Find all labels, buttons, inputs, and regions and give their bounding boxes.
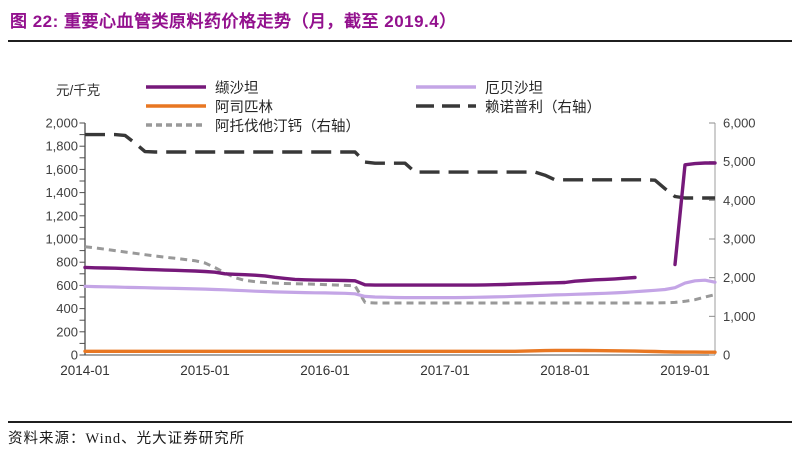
left-axis-tick-label: 600 xyxy=(56,278,78,293)
series-line-3 xyxy=(85,132,715,200)
left-axis-tick-label: 1,200 xyxy=(45,208,78,223)
left-axis-tick-label: 200 xyxy=(56,324,78,339)
right-axis-tick-label: 0 xyxy=(723,348,730,363)
right-axis-tick-label: 2,000 xyxy=(723,270,756,285)
left-axis-tick-label: 1,800 xyxy=(45,139,78,154)
x-axis-tick-label: 2017-01 xyxy=(420,363,470,378)
figure-title: 图 22: 重要心血管类原料药价格走势（月，截至 2019.4） xyxy=(10,12,457,31)
source-note: 资料来源：Wind、光大证券研究所 xyxy=(8,431,246,447)
x-axis-tick-label: 2018-01 xyxy=(540,363,590,378)
x-axis-tick-label: 2016-01 xyxy=(300,363,350,378)
right-axis-tick-label: 4,000 xyxy=(723,193,756,208)
x-axis-tick-label: 2014-01 xyxy=(60,363,110,378)
right-axis-tick-label: 1,000 xyxy=(723,309,756,324)
series-line-1 xyxy=(83,278,717,300)
left-axis-tick-label: 2,000 xyxy=(45,116,78,131)
footer-divider xyxy=(8,421,792,423)
left-axis-tick-label: 1,000 xyxy=(45,232,78,247)
left-axis-tick-label: 0 xyxy=(71,348,78,363)
right-axis-tick-label: 3,000 xyxy=(723,232,756,247)
right-axis-tick-label: 6,000 xyxy=(723,116,756,131)
price-trend-chart: 0 200 400 600 800 1,000 1,200 1,400 1,600 1,800 2,… xyxy=(45,116,756,379)
right-axis-tick-label: 5,000 xyxy=(723,154,756,169)
series-line-2 xyxy=(83,348,717,354)
title-divider xyxy=(8,40,792,42)
series-line-4 xyxy=(84,245,716,305)
left-axis-tick-label: 800 xyxy=(56,255,78,270)
left-axis-tick-label: 1,400 xyxy=(45,185,78,200)
x-axis-tick-label: 2015-01 xyxy=(180,363,230,378)
left-axis-tick-label: 400 xyxy=(56,301,78,316)
series-line-0 xyxy=(83,161,717,287)
y-axis-unit-label: 元/千克 xyxy=(56,83,101,98)
left-axis-tick-label: 1,600 xyxy=(45,162,78,177)
x-axis-tick-label: 2019-01 xyxy=(660,363,710,378)
